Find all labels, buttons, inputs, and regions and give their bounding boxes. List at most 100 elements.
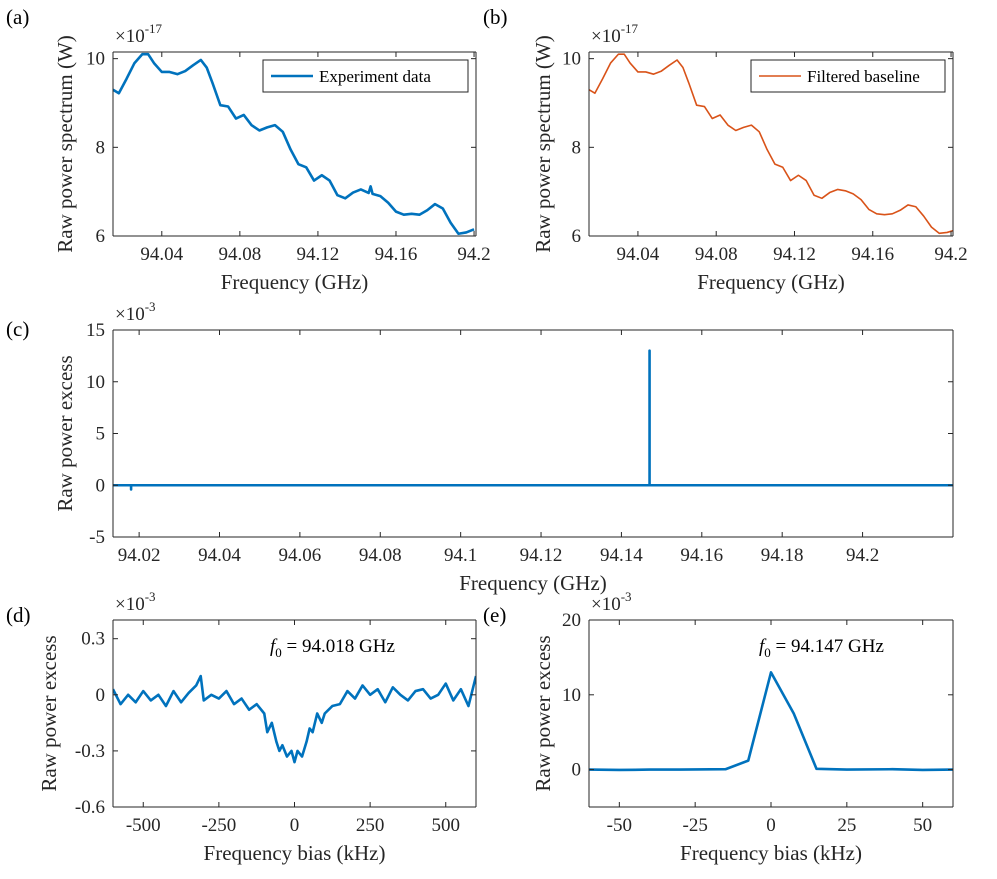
x-tick-label: 94.16 [680,545,723,566]
chart-b: 94.04 94.08 94.12 94.16 94.2 6 8 10 ×10-17 Freque… [531,21,968,294]
x-tick-label: 94.12 [773,244,816,265]
annotation-value: = 94.147 GHz [771,636,884,657]
chart-e: -50 -25 0 25 50 0 10 20 ×10-3 Frequency bias (kHz… [531,589,954,865]
x-tick-label: 94.04 [198,545,241,566]
panel-label-c: (c) [6,317,29,341]
y-tick-label: 0.3 [81,629,105,650]
multiplier-exponent: -17 [145,21,163,36]
chart-d: -500 -250 0 250 500 -0.6 -0.3 0 0.3 ×10-3 Frequenc… [37,589,477,865]
plot-area [113,330,953,537]
y-tick-label: 0 [96,475,106,496]
y-tick-label: 0 [96,685,106,706]
x-tick-label: -25 [683,815,708,836]
multiplier-base: ×10 [115,26,145,47]
axis-multiplier: ×10-17 [591,21,639,47]
y-axis-label: Raw power excess [53,355,77,511]
chart-c: 94.02 94.04 94.06 94.08 94.1 94.12 94.14 94.16 9… [53,299,954,595]
f0-annotation: f0 = 94.018 GHz [270,636,395,660]
x-axis-label: Frequency (GHz) [697,270,845,294]
multiplier-base: ×10 [591,26,621,47]
panel-label-b: (b) [483,5,508,29]
y-tick-label: 5 [96,424,106,445]
panel-label-a: (a) [6,5,29,29]
plot-area [589,620,953,807]
multiplier-exponent: -3 [621,589,632,604]
x-tick-label: 94.18 [761,545,804,566]
y-tick-label: 10 [562,685,581,706]
annotation-subscript: 0 [275,645,282,660]
multiplier-exponent: -3 [145,299,156,314]
y-tick-label: 10 [86,372,105,393]
x-tick-label: 94.1 [444,545,477,566]
panel-label-e: (e) [483,603,506,627]
legend: Experiment data [262,59,469,93]
x-tick-label: 50 [913,815,932,836]
x-tick-label: -50 [607,815,632,836]
series-line-filtered-baseline [589,53,953,235]
legend-entry: Filtered baseline [807,67,920,86]
multiplier-exponent: -3 [145,589,156,604]
multiplier-base: ×10 [115,304,145,325]
x-tick-label: 500 [432,815,461,836]
multiplier-base: ×10 [115,594,145,615]
x-tick-label: 94.04 [140,244,183,265]
x-tick-label: 94.04 [617,244,660,265]
x-tick-label: 94.14 [600,545,643,566]
x-tick-label: 94.16 [851,244,894,265]
x-axis-label: Frequency bias (kHz) [680,841,862,865]
x-axis-label: Frequency bias (kHz) [204,841,386,865]
y-axis-label: Raw power excess [531,635,555,791]
y-tick-label: 20 [562,610,581,631]
y-tick-label: -5 [89,527,105,548]
x-tick-label: 0 [290,815,300,836]
x-axis-label: Frequency (GHz) [459,571,607,595]
x-tick-label: 94.2 [846,545,879,566]
x-tick-label: 94.08 [359,545,402,566]
y-tick-label: 0 [572,760,582,781]
series-line-experiment-data [113,52,475,236]
x-tick-label: -250 [201,815,236,836]
x-tick-label: 94.16 [375,244,418,265]
y-tick-label: 15 [86,320,105,341]
y-tick-label: -0.3 [75,741,105,762]
axis-multiplier: ×10-17 [115,21,163,47]
x-tick-label: 94.06 [279,545,322,566]
y-tick-label: 10 [562,49,581,70]
x-axis-label: Frequency (GHz) [221,270,369,294]
plot-area [113,620,476,807]
x-tick-label: -500 [126,815,161,836]
y-tick-label: 8 [572,137,582,158]
x-tick-label: 94.08 [695,244,738,265]
f0-annotation: f0 = 94.147 GHz [759,636,884,660]
x-tick-label: 94.08 [218,244,261,265]
multiplier-base: ×10 [591,594,621,615]
x-tick-label: 0 [766,815,776,836]
x-tick-label: 94.2 [934,244,967,265]
multiplier-exponent: -17 [621,21,639,36]
x-tick-label: 94.12 [520,545,563,566]
axis-multiplier: ×10-3 [115,299,156,325]
y-tick-label: 6 [96,226,106,247]
annotation-subscript: 0 [764,645,771,660]
legend-entry: Experiment data [319,67,431,86]
x-tick-label: 94.12 [297,244,340,265]
legend: Filtered baseline [750,59,946,93]
annotation-symbol: f [759,636,767,657]
y-axis-label: Raw power spectrum (W) [531,35,555,253]
y-tick-label: 6 [572,226,582,247]
series-line [589,671,953,772]
y-tick-label: 8 [96,137,106,158]
series-line [113,349,953,491]
x-tick-label: 250 [356,815,385,836]
x-tick-label: 94.2 [457,244,490,265]
x-tick-label: 25 [837,815,856,836]
x-tick-label: 94.02 [118,545,161,566]
annotation-value: = 94.018 GHz [282,636,395,657]
chart-a: 94.04 94.08 94.12 94.16 94.2 6 8 10 ×10-17 Freque… [53,21,491,294]
y-axis-label: Raw power excess [37,635,61,791]
y-tick-label: 10 [86,49,105,70]
series-line [113,674,476,764]
axis-multiplier: ×10-3 [591,589,632,615]
panel-label-d: (d) [6,603,31,627]
